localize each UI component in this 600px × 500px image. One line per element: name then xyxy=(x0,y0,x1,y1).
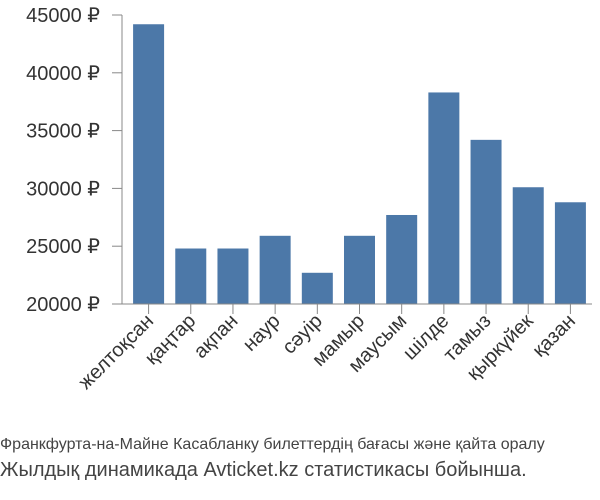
bar xyxy=(133,24,165,305)
bar xyxy=(428,92,460,305)
x-tick-label: наур xyxy=(239,310,285,356)
bars xyxy=(133,24,586,305)
bar xyxy=(175,248,207,304)
caption-line-1: Франкфурта-на-Майне Касабланку билеттерд… xyxy=(0,436,545,453)
y-tick-label: 25000 ₽ xyxy=(26,236,100,258)
bar xyxy=(554,202,586,304)
y-axis-ticks: 20000 ₽ 25000 ₽ 30000 ₽ 35000 ₽ 40000 ₽ 45000… xyxy=(26,5,122,316)
x-tick-label: қазан xyxy=(528,310,580,362)
bar xyxy=(386,214,418,304)
bar xyxy=(344,235,375,304)
caption-line-2: Жылдық динамикада Avticket.kz статистика… xyxy=(0,459,527,481)
y-tick-label: 30000 ₽ xyxy=(26,178,100,200)
bar xyxy=(259,235,291,304)
bar xyxy=(470,139,502,304)
axes xyxy=(121,15,592,305)
y-tick-label: 35000 ₽ xyxy=(26,121,100,143)
y-tick-label: 20000 ₽ xyxy=(26,294,100,316)
y-tick-label: 40000 ₽ xyxy=(26,63,100,85)
x-tick-label: ақпан xyxy=(190,310,243,363)
bar xyxy=(301,272,333,304)
bar xyxy=(217,248,249,304)
bar-chart: 20000 ₽ 25000 ₽ 30000 ₽ 35000 ₽ 40000 ₽ 45000… xyxy=(26,5,592,394)
bar xyxy=(512,187,544,304)
x-axis-ticks: желтоқсанқаңтарақпаннаурсәуірмамырмаусым… xyxy=(74,304,580,394)
y-tick-label: 45000 ₽ xyxy=(26,5,100,27)
